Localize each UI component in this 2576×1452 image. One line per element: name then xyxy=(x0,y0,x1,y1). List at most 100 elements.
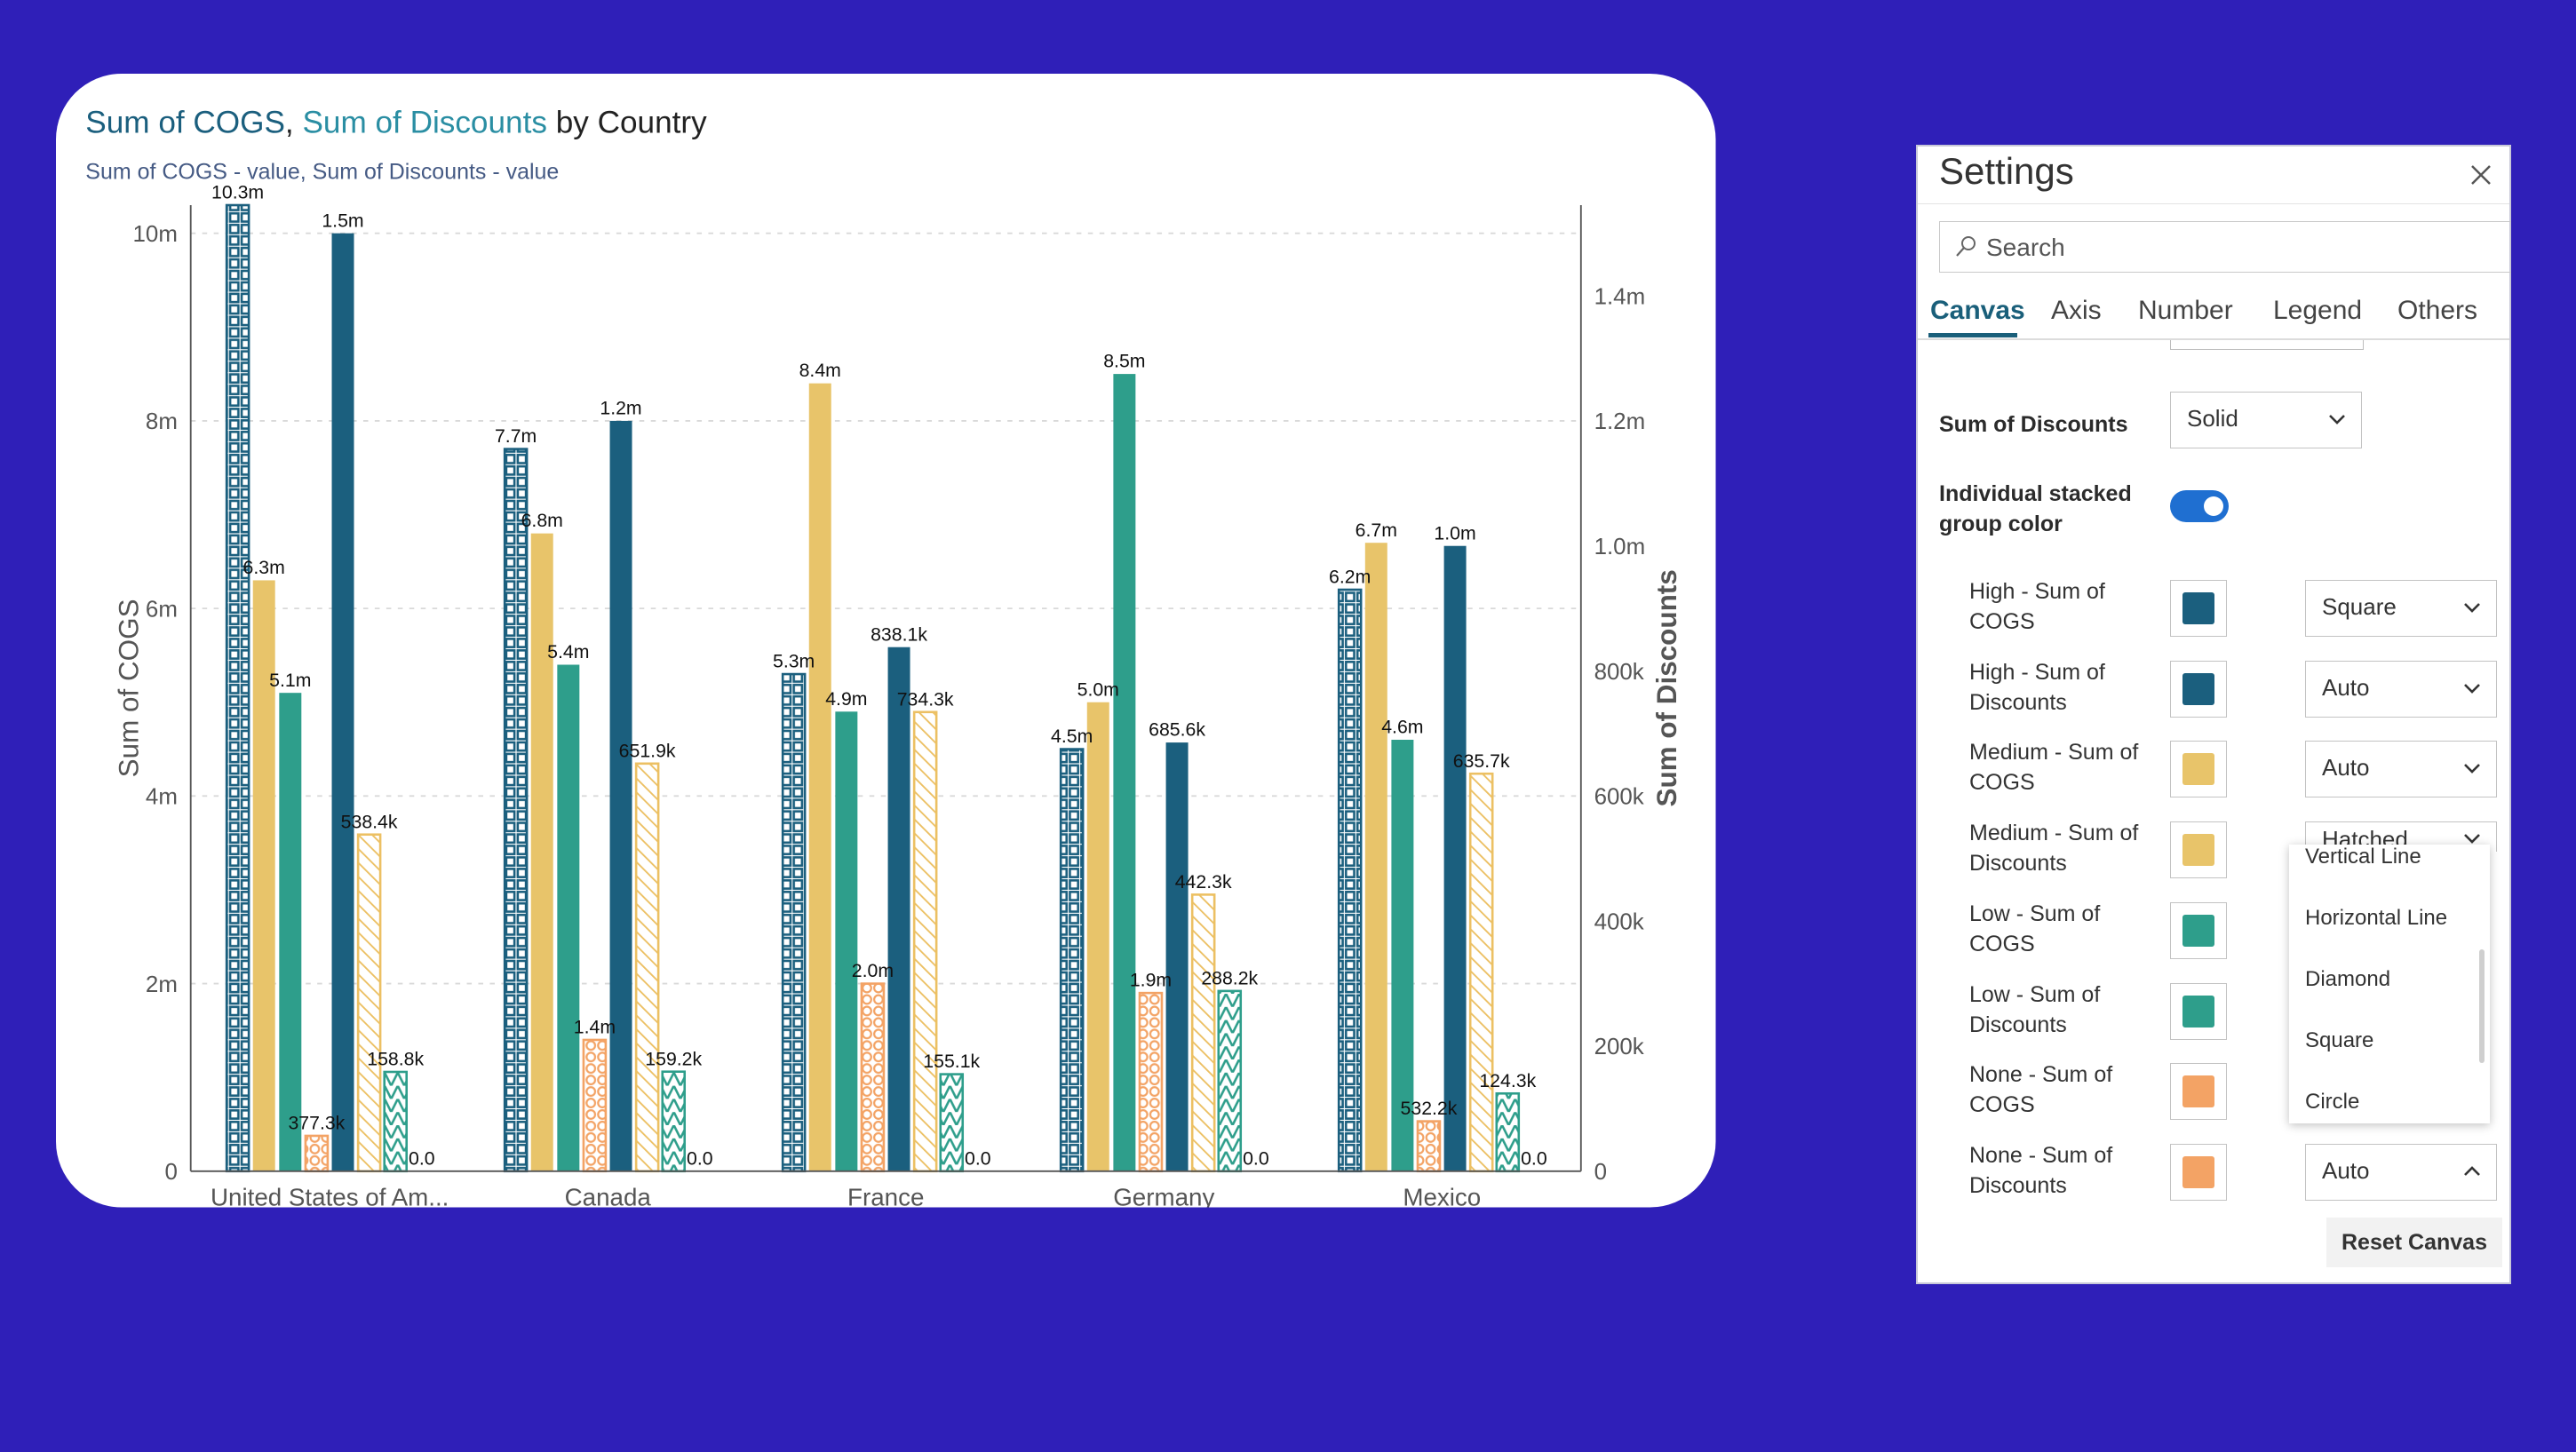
bar-medium-sum-of-discounts-3[interactable] xyxy=(1190,893,1216,1173)
color-swatch-6[interactable] xyxy=(2170,1063,2227,1121)
bar-low-sum-of-cogs-0[interactable] xyxy=(279,693,302,1171)
active-tab-indicator xyxy=(1928,333,2017,337)
bar-medium-sum-of-discounts-0[interactable] xyxy=(356,833,382,1173)
bar-low-sum-of-cogs-3[interactable] xyxy=(1113,374,1136,1171)
search-box xyxy=(1939,221,2511,273)
bar-high-sum-of-discounts-4[interactable] xyxy=(1443,545,1467,1171)
bar-none-sum-of-cogs-3[interactable] xyxy=(1138,991,1164,1173)
row-label-line-1: None - Sum of xyxy=(1969,1142,2113,1168)
y-left-tick-label: 2m xyxy=(146,972,178,997)
bar-medium-sum-of-discounts-2[interactable] xyxy=(912,710,938,1173)
sum-of-discounts-label: Sum of Discounts xyxy=(1939,412,2128,437)
chart-title: Sum of COGS, Sum of Discounts by Country xyxy=(85,107,706,143)
bar-low-sum-of-discounts-3[interactable] xyxy=(1217,989,1243,1173)
color-swatch-0[interactable] xyxy=(2170,580,2227,637)
bar-high-sum-of-cogs-0[interactable] xyxy=(225,203,250,1173)
data-label: 377.3k xyxy=(288,1113,345,1134)
bar-medium-sum-of-discounts-4[interactable] xyxy=(1468,772,1494,1173)
tab-axis[interactable]: Axis xyxy=(2051,296,2102,325)
bar-high-sum-of-cogs-3[interactable] xyxy=(1059,748,1085,1173)
menu-item-circle[interactable]: Circle xyxy=(2305,1090,2360,1114)
pattern-select-7[interactable]: Auto xyxy=(2305,1143,2497,1201)
pattern-select-value: Auto xyxy=(2322,673,2370,701)
bar-medium-sum-of-cogs-4[interactable] xyxy=(1364,543,1387,1171)
bar-medium-sum-of-discounts-1[interactable] xyxy=(634,762,660,1173)
pattern-select-0[interactable]: Square xyxy=(2305,580,2497,637)
color-swatch-2[interactable] xyxy=(2170,741,2227,798)
color-swatch-1[interactable] xyxy=(2170,660,2227,718)
bar-high-sum-of-discounts-0[interactable] xyxy=(331,233,354,1171)
row-label-4: Low - Sum of COGS xyxy=(1969,899,2100,959)
data-label: 838.1k xyxy=(871,623,927,645)
bar-medium-sum-of-cogs-2[interactable] xyxy=(808,383,831,1171)
tab-number[interactable]: Number xyxy=(2138,296,2233,325)
color-swatch-3[interactable] xyxy=(2170,821,2227,879)
y-left-tick-label: 6m xyxy=(146,597,178,622)
y-right-tick-label: 600k xyxy=(1594,785,1644,810)
bar-low-sum-of-cogs-4[interactable] xyxy=(1391,739,1414,1171)
tab-legend[interactable]: Legend xyxy=(2273,296,2363,325)
menu-item-square[interactable]: Square xyxy=(2305,1028,2374,1052)
bar-high-sum-of-discounts-1[interactable] xyxy=(609,420,632,1171)
color-chip xyxy=(2182,592,2214,624)
bar-low-sum-of-discounts-2[interactable] xyxy=(939,1073,965,1173)
menu-item-diamond[interactable]: Diamond xyxy=(2305,967,2391,991)
pattern-select-value: Square xyxy=(2322,593,2397,620)
row-label-line-1: High - Sum of xyxy=(1969,659,2105,685)
menu-scrollbar[interactable] xyxy=(2479,949,2485,1063)
data-label: 8.4m xyxy=(799,360,841,381)
menu-item-horizontal-line[interactable]: Horizontal Line xyxy=(2305,906,2448,930)
bar-low-sum-of-cogs-2[interactable] xyxy=(835,711,858,1171)
color-swatch-5[interactable] xyxy=(2170,982,2227,1040)
row-label-line-1: Medium - Sum of xyxy=(1969,740,2139,766)
tab-others[interactable]: Others xyxy=(2397,296,2478,325)
tab-canvas[interactable]: Canvas xyxy=(1930,296,2025,325)
data-label: 5.0m xyxy=(1077,678,1119,700)
y-right-tick-label: 1.0m xyxy=(1594,535,1646,559)
bar-high-sum-of-cogs-1[interactable] xyxy=(503,448,529,1173)
pattern-select-value: Auto xyxy=(2322,1156,2370,1184)
row-label-line-2: Discounts xyxy=(1969,1172,2067,1198)
bar-low-sum-of-discounts-4[interactable] xyxy=(1495,1091,1521,1173)
color-swatch-7[interactable] xyxy=(2170,1143,2227,1201)
data-label: 0.0 xyxy=(687,1147,713,1169)
bar-high-sum-of-discounts-2[interactable] xyxy=(887,647,910,1171)
bar-high-sum-of-discounts-3[interactable] xyxy=(1165,742,1189,1171)
close-button[interactable] xyxy=(2465,159,2497,191)
bar-layer xyxy=(225,203,1521,1173)
color-swatch-4[interactable] xyxy=(2170,901,2227,959)
y-right-tick-label: 1.2m xyxy=(1594,409,1646,434)
search-input[interactable] xyxy=(1984,229,2485,266)
sum-of-discounts-select[interactable]: Solid xyxy=(2170,392,2362,448)
pattern-select-1[interactable]: Auto xyxy=(2305,660,2497,718)
settings-header: Settings xyxy=(1918,147,2509,204)
data-label: 5.3m xyxy=(773,651,815,672)
settings-panel: Settings Canvas Axis Number Legend Other… xyxy=(1916,145,2511,1284)
chart-card: Sum of COGS, Sum of Discounts by Country… xyxy=(56,74,1716,1208)
bar-none-sum-of-cogs-4[interactable] xyxy=(1416,1120,1442,1173)
individual-stacked-toggle[interactable] xyxy=(2170,490,2229,522)
y-right-tick-label: 1.4m xyxy=(1594,284,1646,309)
bar-high-sum-of-cogs-4[interactable] xyxy=(1337,588,1363,1173)
bar-none-sum-of-cogs-1[interactable] xyxy=(582,1038,608,1173)
menu-item-vertical-line[interactable]: Vertical Line xyxy=(2305,845,2421,869)
bar-low-sum-of-cogs-1[interactable] xyxy=(557,664,580,1171)
pattern-select-2[interactable]: Auto xyxy=(2305,741,2497,798)
bar-low-sum-of-discounts-0[interactable] xyxy=(383,1070,408,1173)
reset-canvas-button[interactable]: Reset Canvas xyxy=(2326,1218,2502,1267)
bar-low-sum-of-discounts-1[interactable] xyxy=(661,1070,687,1173)
bar-medium-sum-of-cogs-0[interactable] xyxy=(252,580,275,1171)
x-tick-label: Mexico xyxy=(1403,1184,1481,1208)
pattern-dropdown-menu: Vertical Line Horizontal Line Diamond Sq… xyxy=(2289,845,2490,1123)
bar-medium-sum-of-cogs-1[interactable] xyxy=(530,533,553,1171)
clipped-dropdown[interactable] xyxy=(2170,340,2364,350)
chevron-down-icon xyxy=(2329,415,2345,424)
data-label: 288.2k xyxy=(1201,967,1258,988)
bar-high-sum-of-cogs-2[interactable] xyxy=(781,672,807,1173)
bar-none-sum-of-cogs-0[interactable] xyxy=(304,1134,330,1173)
row-label-1: High - Sum of Discounts xyxy=(1969,657,2105,718)
data-label: 1.5m xyxy=(322,210,363,231)
data-label: 8.5m xyxy=(1103,351,1145,372)
bar-medium-sum-of-cogs-3[interactable] xyxy=(1086,702,1109,1171)
bar-none-sum-of-cogs-2[interactable] xyxy=(860,982,886,1173)
